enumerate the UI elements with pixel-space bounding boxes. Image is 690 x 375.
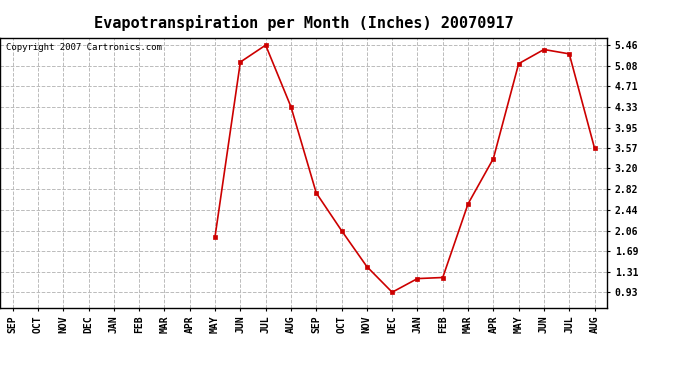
Text: Evapotranspiration per Month (Inches) 20070917: Evapotranspiration per Month (Inches) 20…	[94, 15, 513, 31]
Text: Copyright 2007 Cartronics.com: Copyright 2007 Cartronics.com	[6, 43, 162, 52]
